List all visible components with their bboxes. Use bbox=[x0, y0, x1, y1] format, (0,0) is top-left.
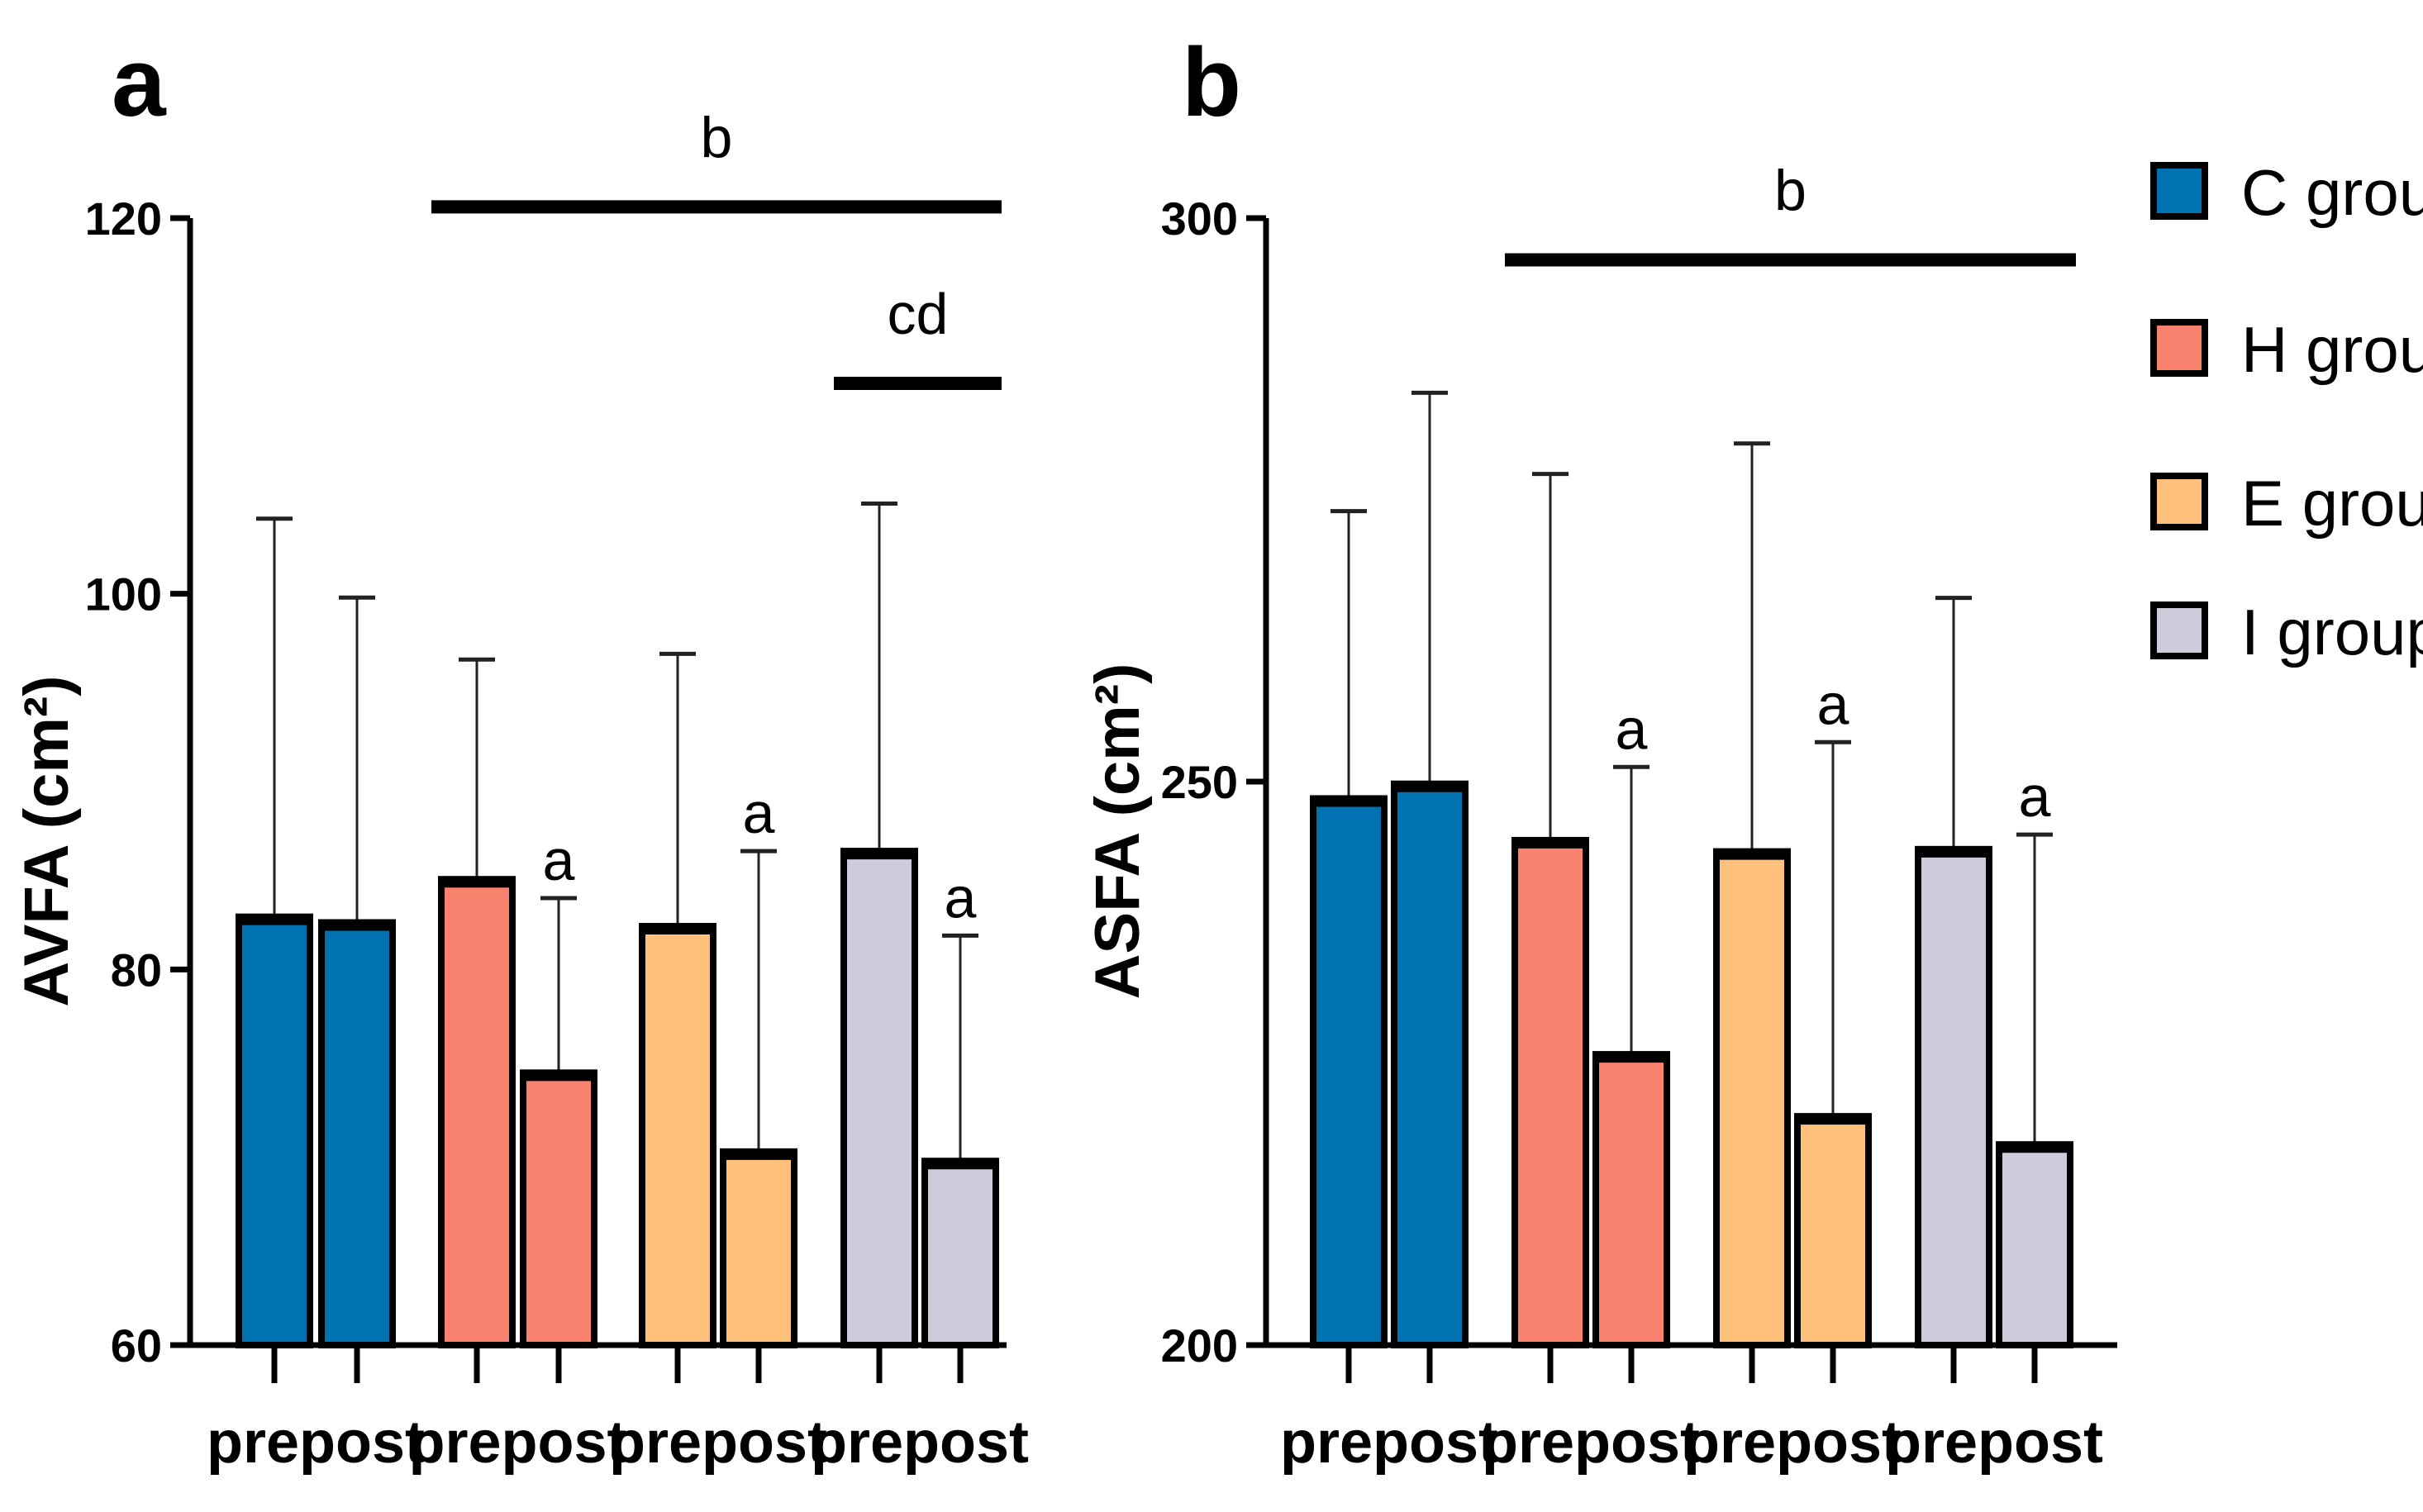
y-axis-label-a: AVFA (cm²) bbox=[12, 675, 82, 1006]
legend-label-e-group: E group bbox=[2241, 467, 2423, 540]
bars-a bbox=[236, 848, 999, 1349]
bar bbox=[720, 1148, 797, 1349]
bar-significance-label: a bbox=[2019, 764, 2051, 829]
brackets-a: b cd bbox=[431, 105, 1002, 391]
y-tick-label: 80 bbox=[111, 944, 162, 996]
bracket-label: b bbox=[1774, 158, 1807, 222]
bar-labels-b: a a a bbox=[1616, 672, 2051, 829]
x-category-label: prepost bbox=[1482, 1410, 1700, 1476]
x-category-label: prepost bbox=[207, 1410, 425, 1476]
y-tick-label: 300 bbox=[1161, 193, 1238, 245]
bar-significance-label: a bbox=[543, 828, 575, 892]
bar bbox=[921, 1158, 999, 1349]
y-tick-label: 60 bbox=[111, 1319, 162, 1372]
bar bbox=[1915, 845, 1992, 1348]
legend-item-h-group: H group bbox=[2150, 313, 2423, 386]
brackets-b: b bbox=[1505, 158, 2076, 267]
x-category-label: prepost bbox=[609, 1410, 827, 1476]
legend-label-h-group: H group bbox=[2241, 313, 2423, 386]
legend-swatch-i-group bbox=[2150, 601, 2208, 659]
y-tick-label: 200 bbox=[1161, 1319, 1238, 1372]
bar-significance-label: a bbox=[743, 781, 775, 845]
bracket-label: cd bbox=[888, 282, 949, 346]
bar bbox=[1592, 1051, 1670, 1348]
bar bbox=[639, 923, 716, 1348]
y-tick-label: 100 bbox=[85, 568, 162, 620]
panel-letter-b: b bbox=[1182, 28, 1241, 137]
bar bbox=[236, 913, 313, 1349]
legend-item-c-group: C group bbox=[2150, 156, 2423, 229]
x-category-label: prepost bbox=[1885, 1410, 2103, 1476]
bar-labels-a: a a a bbox=[543, 781, 977, 930]
bar-significance-label: a bbox=[1817, 672, 1849, 736]
legend-item-e-group: E group bbox=[2150, 467, 2423, 540]
bars-b bbox=[1310, 780, 2073, 1349]
legend-swatch-c-group bbox=[2150, 162, 2208, 220]
bar bbox=[438, 876, 516, 1349]
bar bbox=[1713, 848, 1791, 1348]
bar-significance-label: a bbox=[945, 865, 977, 930]
bar bbox=[1794, 1113, 1872, 1349]
panel-letter-a: a bbox=[112, 28, 167, 137]
bar bbox=[1391, 780, 1469, 1348]
bar bbox=[1511, 836, 1589, 1348]
legend-label-c-group: C group bbox=[2241, 156, 2423, 229]
errorbars-b bbox=[1331, 390, 2053, 1145]
x-category-label: prepost bbox=[1280, 1410, 1498, 1476]
y-tick-label: 250 bbox=[1161, 756, 1238, 808]
bar bbox=[1996, 1141, 2073, 1349]
errorbars-a bbox=[256, 502, 978, 1162]
legend: C group H group E group I group bbox=[2150, 156, 2423, 668]
x-category-label: prepost bbox=[811, 1410, 1029, 1476]
legend-label-i-group: I group bbox=[2241, 596, 2423, 668]
x-category-label: prepost bbox=[408, 1410, 626, 1476]
bracket-label: b bbox=[701, 105, 733, 169]
bar-significance-label: a bbox=[1616, 697, 1648, 761]
bar bbox=[1310, 795, 1388, 1348]
y-ticks-a: 60 80 100 120 bbox=[85, 193, 190, 1372]
x-category-label: prepost bbox=[1683, 1410, 1902, 1476]
bar bbox=[318, 919, 396, 1348]
bar bbox=[520, 1069, 597, 1349]
y-axis-label-b: ASFA (cm²) bbox=[1083, 663, 1153, 1000]
y-tick-label: 120 bbox=[85, 193, 162, 245]
legend-swatch-h-group bbox=[2150, 319, 2208, 377]
legend-item-i-group: I group bbox=[2150, 596, 2423, 668]
y-ticks-b: 200 250 300 bbox=[1161, 193, 1266, 1372]
bar bbox=[840, 848, 918, 1348]
legend-swatch-e-group bbox=[2150, 473, 2208, 530]
